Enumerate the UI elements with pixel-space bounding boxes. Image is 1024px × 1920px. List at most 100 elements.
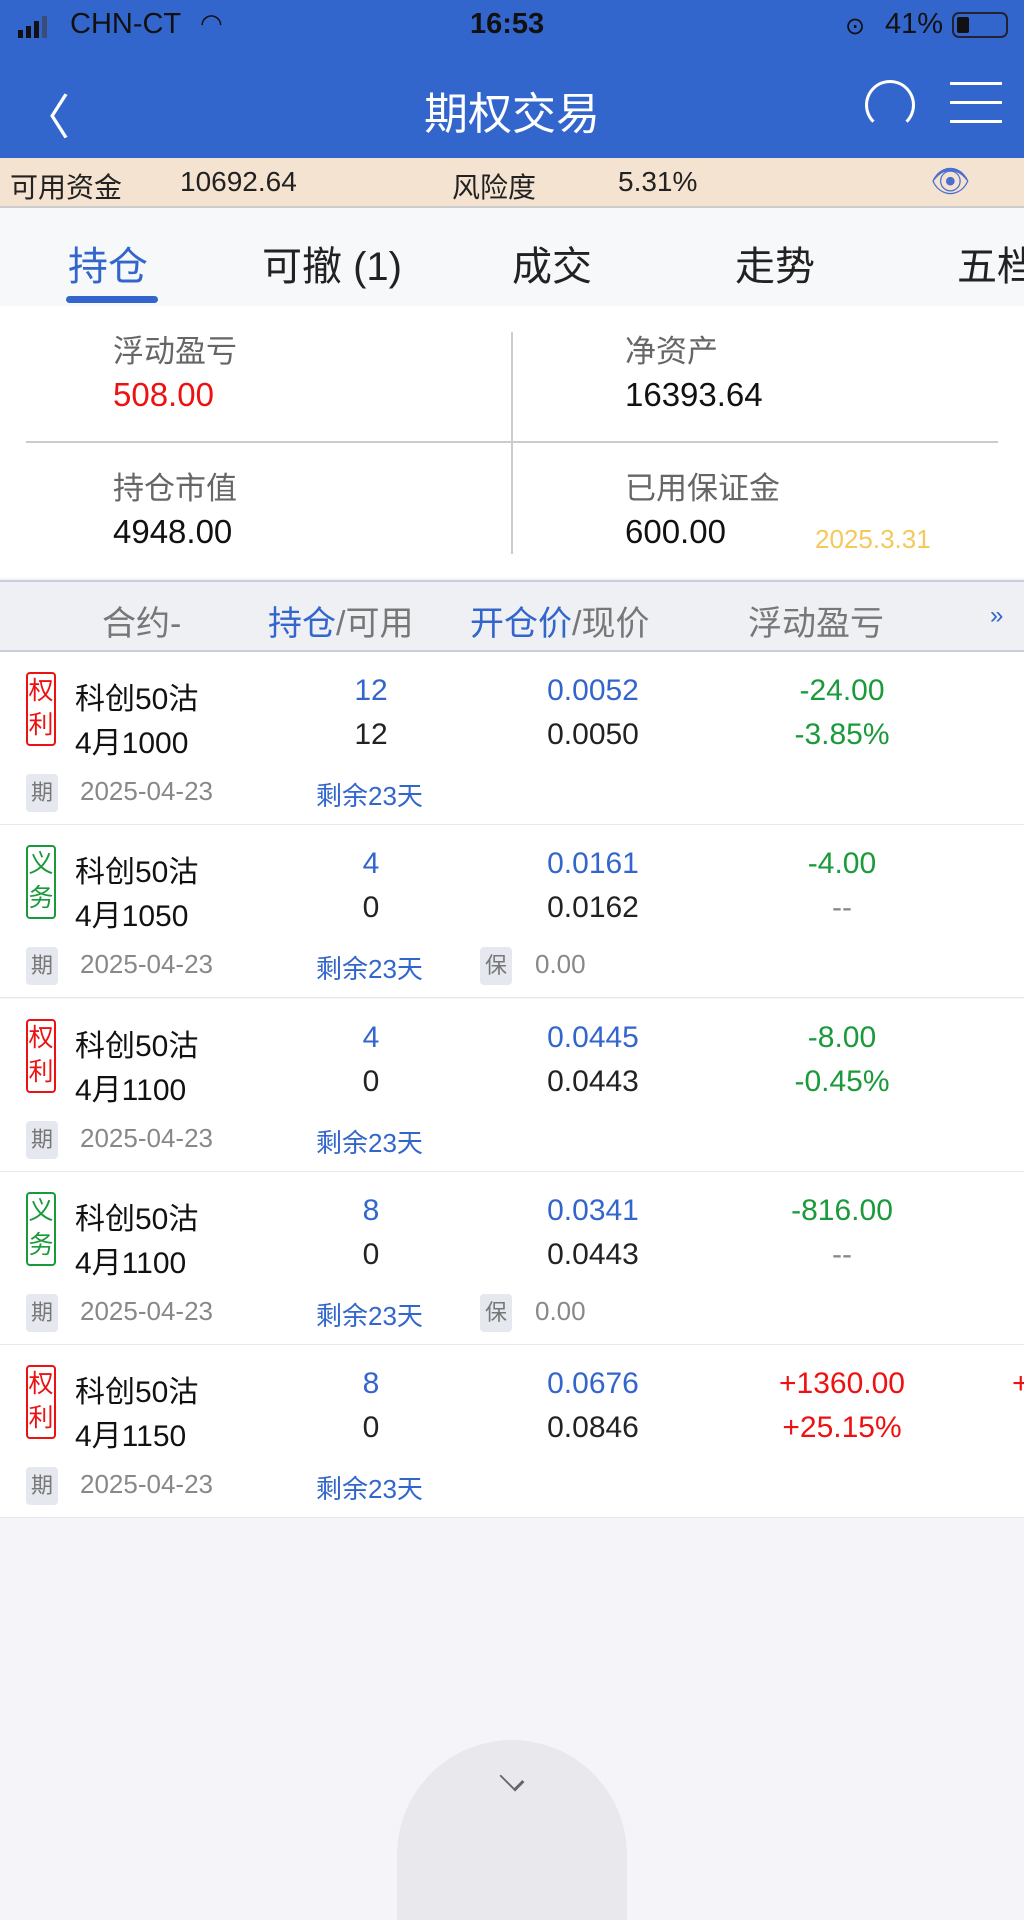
header-position[interactable]: 持仓 <box>268 605 336 643</box>
option-type-badge: 权利 <box>26 1365 56 1439</box>
active-tab-indicator <box>66 296 158 303</box>
summary-panel: 浮动盈亏 508.00 净资产 16393.64 持仓市值 4948.00 已用… <box>0 306 1024 578</box>
page-title: 期权交易 <box>424 90 600 139</box>
expiry-date: 2025-04-23 <box>80 1296 213 1326</box>
position-row[interactable]: 权利 科创50沽 4月1000 12 12 0.0052 0.0050 -24.… <box>0 652 1024 825</box>
current-price: 0.0443 <box>547 1065 639 1098</box>
battery-percent: 41% <box>885 8 944 40</box>
current-price: 0.0162 <box>547 891 639 924</box>
expiry-date: 2025-04-23 <box>80 949 213 979</box>
market-value-value: 4948.00 <box>113 513 233 550</box>
days-remaining: 剩余23天 <box>316 954 423 984</box>
pnl-value: -24.00 <box>799 674 885 707</box>
divider <box>511 332 513 554</box>
collapse-button[interactable] <box>397 1740 627 1920</box>
position-row[interactable]: 权利 科创50沽 4月1150 8 0 0.0676 0.0846 +1360.… <box>0 1345 1024 1518</box>
expiry-tag: 期 <box>26 947 58 985</box>
open-price: 0.0445 <box>547 1021 639 1054</box>
scroll-right-icon[interactable]: » <box>990 602 1004 629</box>
net-assets-label: 净资产 <box>625 334 718 369</box>
pnl-value: -816.00 <box>791 1194 893 1227</box>
pnl-percent: -0.45% <box>794 1065 890 1098</box>
expiry-date: 2025-04-23 <box>80 776 213 806</box>
header-available: /可用 <box>336 605 414 643</box>
open-price: 0.0052 <box>547 674 639 707</box>
margin-used-label: 已用保证金 <box>625 471 780 506</box>
contract-name: 科创50沽 <box>75 1030 199 1063</box>
risk-label: 风险度 <box>452 172 537 203</box>
wifi-icon: ◠ <box>200 8 223 38</box>
back-button[interactable]: 〈 <box>22 78 70 148</box>
option-type-badge: 权利 <box>26 672 56 746</box>
option-type-badge: 义务 <box>26 845 56 919</box>
open-price: 0.0676 <box>547 1367 639 1400</box>
contract-month: 4月1050 <box>75 900 189 933</box>
refresh-button[interactable] <box>865 80 915 130</box>
chevron-left-icon: 〈 <box>22 92 71 145</box>
open-price: 0.0161 <box>547 847 639 880</box>
risk-value: 5.31% <box>618 166 698 197</box>
contract-name: 科创50沽 <box>75 1376 199 1409</box>
open-price: 0.0341 <box>547 1194 639 1227</box>
tab-cancelable[interactable]: 可撤 (1) <box>262 245 402 289</box>
chevron-down-icon <box>499 1766 525 1792</box>
position-qty: 12 <box>354 674 388 707</box>
tab-positions[interactable]: 持仓 <box>68 245 148 289</box>
signal-icon <box>18 16 47 38</box>
margin-tag: 保 <box>480 947 512 985</box>
position-row[interactable]: 权利 科创50沽 4月1100 4 0 0.0445 0.0443 -8.00 … <box>0 999 1024 1172</box>
available-qty: 0 <box>362 1238 380 1271</box>
expiry-tag: 期 <box>26 1121 58 1159</box>
contract-name: 科创50沽 <box>75 856 199 889</box>
menu-button[interactable] <box>950 82 1002 123</box>
tab-trend[interactable]: 走势 <box>735 245 815 289</box>
margin-tag: 保 <box>480 1294 512 1332</box>
contract-month: 4月1100 <box>75 1074 187 1107</box>
position-qty: 8 <box>362 1194 380 1227</box>
expiry-date: 2025-04-23 <box>80 1123 213 1153</box>
position-row[interactable]: 义务 科创50沽 4月1100 8 0 0.0341 0.0443 -816.0… <box>0 1172 1024 1345</box>
header-open-price[interactable]: 开仓价 <box>470 605 572 643</box>
tab-five-levels[interactable]: 五档 <box>957 245 1024 289</box>
expiry-tag: 期 <box>26 774 58 812</box>
available-qty: 12 <box>354 718 388 751</box>
current-price: 0.0846 <box>547 1411 639 1444</box>
market-value-label: 持仓市值 <box>113 471 237 506</box>
contract-month: 4月1000 <box>75 727 189 760</box>
pnl-value: -8.00 <box>807 1021 877 1054</box>
eye-icon[interactable]: 👁 <box>930 163 971 199</box>
clock: 16:53 <box>470 8 545 40</box>
available-qty: 0 <box>362 1411 380 1444</box>
table-header: 合约- 持仓 /可用 开仓价 /现价 浮动盈亏 » <box>0 580 1024 652</box>
available-funds-value: 10692.64 <box>180 166 297 197</box>
summary-date: 2025.3.31 <box>815 524 931 554</box>
pnl-value: -4.00 <box>807 847 877 880</box>
pnl-percent: -- <box>832 891 852 924</box>
carrier: CHN-CT <box>70 8 182 40</box>
available-qty: 0 <box>362 1065 380 1098</box>
available-funds-label: 可用资金 <box>10 172 123 203</box>
pnl-percent: +25.15% <box>782 1411 902 1444</box>
contract-name: 科创50沽 <box>75 683 199 716</box>
battery-icon <box>952 12 1008 38</box>
option-type-badge: 权利 <box>26 1019 56 1093</box>
position-qty: 4 <box>362 847 380 880</box>
net-assets-value: 16393.64 <box>625 376 763 413</box>
margin-used-value: 600.00 <box>625 513 726 550</box>
header-pnl[interactable]: 浮动盈亏 <box>748 605 884 643</box>
tab-trades[interactable]: 成交 <box>512 245 592 289</box>
current-price: 0.0443 <box>547 1238 639 1271</box>
contract-month: 4月1100 <box>75 1247 187 1280</box>
menu-icon <box>950 82 1002 123</box>
margin-value: 0.00 <box>535 1296 586 1326</box>
margin-value: 0.00 <box>535 949 586 979</box>
expiry-tag: 期 <box>26 1294 58 1332</box>
days-remaining: 剩余23天 <box>316 781 423 811</box>
header-contract[interactable]: 合约- <box>102 605 182 643</box>
position-row[interactable]: 义务 科创50沽 4月1050 4 0 0.0161 0.0162 -4.00 … <box>0 825 1024 998</box>
account-strip: 可用资金 10692.64 风险度 5.31% 👁 <box>0 158 1024 208</box>
contract-name: 科创50沽 <box>75 1203 199 1236</box>
days-remaining: 剩余23天 <box>316 1474 423 1504</box>
top-bar: CHN-CT ◠ 16:53 ⊙ 41% 〈 期权交易 <box>0 0 1024 158</box>
pnl-percent: -3.85% <box>794 718 890 751</box>
